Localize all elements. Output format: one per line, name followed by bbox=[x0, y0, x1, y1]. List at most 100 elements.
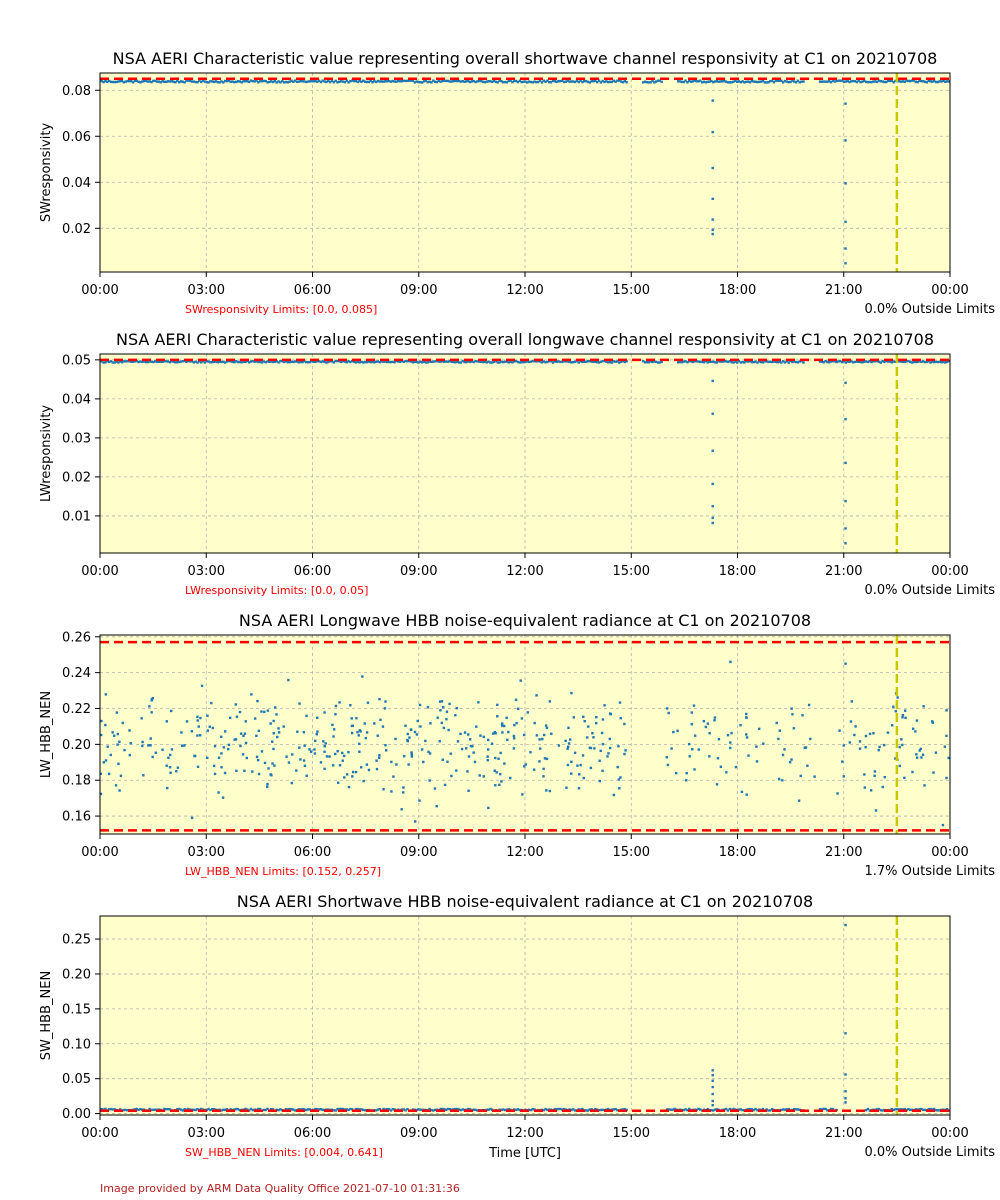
data-point bbox=[511, 80, 514, 84]
data-point bbox=[281, 359, 284, 363]
data-point bbox=[148, 1107, 151, 1111]
data-point bbox=[533, 80, 536, 83]
data-point bbox=[378, 697, 381, 701]
data-point bbox=[654, 80, 658, 83]
data-point bbox=[734, 765, 738, 769]
data-point bbox=[147, 744, 150, 747]
data-point bbox=[872, 360, 875, 363]
data-point bbox=[357, 734, 360, 737]
data-point bbox=[317, 79, 321, 82]
data-point bbox=[177, 1107, 181, 1111]
data-point bbox=[336, 1107, 339, 1111]
data-point bbox=[338, 80, 341, 84]
data-point bbox=[573, 751, 577, 755]
data-point bbox=[406, 1107, 409, 1111]
data-point bbox=[936, 80, 940, 84]
data-point bbox=[406, 739, 409, 743]
data-point bbox=[732, 80, 735, 83]
data-point bbox=[858, 747, 862, 750]
data-point bbox=[932, 771, 935, 774]
data-point bbox=[899, 360, 903, 363]
data-point bbox=[271, 360, 275, 364]
data-point bbox=[612, 1108, 615, 1111]
data-point bbox=[759, 360, 763, 364]
data-point bbox=[543, 733, 546, 737]
data-point bbox=[165, 80, 168, 84]
data-point bbox=[404, 359, 407, 363]
data-point bbox=[577, 787, 581, 790]
data-point bbox=[690, 711, 694, 714]
data-point bbox=[623, 79, 626, 83]
data-point bbox=[245, 756, 248, 760]
data-point bbox=[411, 1108, 415, 1111]
credit-text: Image provided by ARM Data Quality Offic… bbox=[100, 1182, 460, 1195]
data-point bbox=[741, 80, 744, 83]
data-point bbox=[196, 715, 199, 719]
data-point bbox=[296, 730, 299, 733]
data-point bbox=[190, 80, 194, 83]
data-point bbox=[113, 361, 116, 364]
data-point bbox=[330, 360, 334, 363]
data-point bbox=[584, 1109, 588, 1112]
data-point bbox=[931, 360, 934, 363]
data-point bbox=[514, 1108, 518, 1112]
data-point bbox=[711, 379, 714, 383]
data-point bbox=[752, 360, 755, 364]
data-point bbox=[139, 1107, 142, 1111]
x-tick-label: 15:00 bbox=[613, 845, 650, 860]
data-point bbox=[181, 1109, 184, 1112]
data-point bbox=[704, 725, 708, 729]
x-tick-label: 00:00 bbox=[931, 1126, 968, 1141]
data-point bbox=[391, 360, 394, 364]
data-point bbox=[445, 710, 449, 713]
data-point bbox=[334, 359, 337, 363]
data-point bbox=[598, 759, 601, 762]
data-point bbox=[866, 1107, 870, 1111]
data-point bbox=[466, 770, 469, 773]
data-point bbox=[872, 732, 875, 735]
data-point bbox=[844, 461, 847, 465]
limits-text: LW_HBB_NEN Limits: [0.152, 0.257] bbox=[185, 865, 381, 878]
data-point bbox=[495, 771, 498, 774]
data-point bbox=[916, 360, 919, 364]
data-point bbox=[729, 741, 732, 744]
data-point bbox=[518, 1108, 522, 1112]
data-point bbox=[365, 763, 369, 766]
data-point bbox=[750, 360, 754, 364]
data-point bbox=[775, 721, 778, 725]
data-point bbox=[379, 718, 382, 721]
data-point bbox=[220, 752, 223, 755]
data-point bbox=[281, 79, 284, 83]
data-point bbox=[321, 1108, 324, 1112]
data-point bbox=[496, 361, 499, 364]
data-point bbox=[190, 360, 194, 363]
data-point bbox=[781, 360, 785, 363]
data-point bbox=[212, 80, 216, 84]
data-point bbox=[277, 361, 280, 364]
data-point bbox=[717, 737, 721, 741]
data-point bbox=[699, 79, 702, 82]
data-point bbox=[745, 733, 748, 736]
data-point bbox=[200, 684, 204, 688]
data-point bbox=[859, 80, 862, 84]
data-point bbox=[150, 360, 153, 363]
data-point bbox=[376, 360, 380, 363]
data-point bbox=[559, 79, 562, 83]
data-point bbox=[445, 717, 448, 721]
data-point bbox=[419, 725, 422, 728]
data-point bbox=[778, 79, 781, 82]
data-point bbox=[433, 787, 437, 790]
data-point bbox=[947, 756, 950, 760]
data-point bbox=[586, 80, 590, 84]
data-point bbox=[216, 361, 219, 364]
data-point bbox=[502, 360, 505, 364]
data-point bbox=[111, 731, 114, 734]
data-point bbox=[835, 360, 838, 364]
data-point bbox=[920, 756, 923, 759]
data-point bbox=[257, 360, 260, 364]
data-point bbox=[341, 359, 345, 363]
data-point bbox=[868, 1109, 871, 1112]
data-point bbox=[165, 360, 168, 363]
data-point bbox=[409, 360, 413, 363]
data-point bbox=[572, 361, 575, 364]
